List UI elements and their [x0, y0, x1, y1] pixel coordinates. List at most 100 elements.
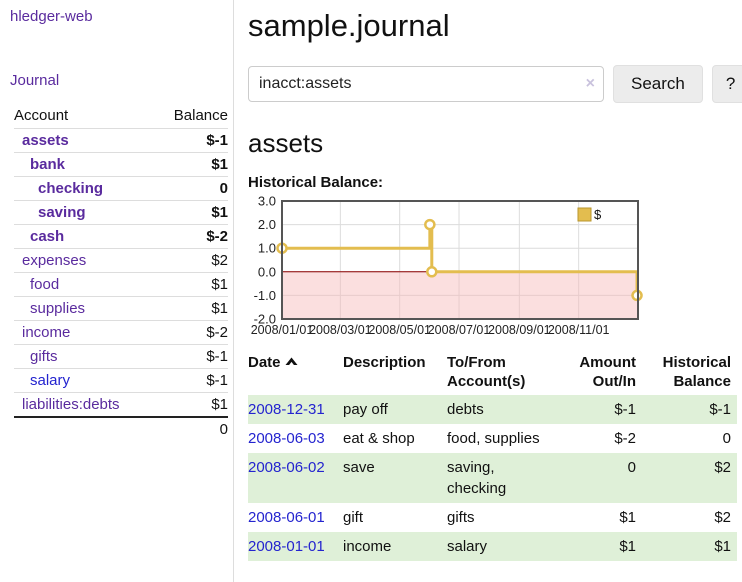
clear-search-icon[interactable]: × — [585, 75, 595, 92]
sidebar-item-journal[interactable]: Journal — [10, 72, 60, 89]
x-axis-label: 2008/09/01 — [488, 323, 551, 337]
search-form: × Search ? — [248, 65, 742, 103]
account-balance: $-1 — [155, 128, 228, 153]
register-header-description: Description — [343, 354, 426, 371]
transaction-date-link[interactable]: 2008-06-03 — [248, 430, 325, 447]
account-balance: 0 — [155, 176, 228, 201]
transaction-accounts: food, supplies — [447, 430, 540, 447]
account-link[interactable]: salary — [30, 372, 71, 389]
account-link[interactable]: supplies — [30, 300, 86, 317]
y-axis-label: 3.0 — [258, 194, 276, 209]
transaction-description: gift — [343, 509, 364, 526]
historical-balance-chart: $3.0 2.0 1.0 0.0 -1.0 -2.02008/01/012008/03/0… — [251, 194, 643, 337]
account-row: supplies $1 — [14, 296, 228, 321]
transaction-accounts: debts — [447, 401, 484, 418]
search-button[interactable]: Search — [613, 65, 703, 103]
account-balance: $1 — [155, 392, 228, 417]
account-row: saving $1 — [14, 200, 228, 225]
transaction-accounts: gifts — [447, 509, 475, 526]
transaction-amount: $-1 — [614, 401, 636, 418]
accounts-total: 0 — [155, 416, 228, 441]
sort-ascending-icon — [285, 357, 298, 365]
account-row: cash $-2 — [14, 224, 228, 249]
data-point-marker — [426, 266, 438, 278]
y-axis-label: 0.0 — [258, 264, 276, 279]
transaction-amount: $1 — [619, 538, 636, 555]
account-row: gifts $-1 — [14, 344, 228, 369]
transaction-description: eat & shop — [343, 430, 415, 447]
account-row: checking 0 — [14, 176, 228, 201]
transaction-accounts: salary — [447, 538, 488, 555]
account-balance: $-2 — [155, 224, 228, 249]
app-brand-link[interactable]: hledger-web — [10, 8, 93, 25]
x-axis-label: 2008/05/01 — [368, 323, 431, 337]
transaction-balance: $2 — [714, 459, 731, 476]
legend-swatch — [577, 207, 592, 222]
x-axis-label: 2008/11/01 — [548, 323, 610, 337]
sidebar: hledger-web Journal Account Balance asse… — [0, 0, 234, 582]
x-axis-label: 2008/01/01 — [251, 323, 314, 337]
account-balance: $2 — [155, 248, 228, 273]
y-axis-label: 2.0 — [258, 217, 276, 232]
legend-label: $ — [594, 207, 602, 222]
help-button[interactable]: ? — [711, 65, 742, 103]
account-link[interactable]: liabilities:debts — [22, 396, 120, 413]
register-header-amount: Amount Out/In — [579, 354, 636, 390]
register-header-tofrom: To/From Account(s) — [447, 354, 526, 390]
account-link[interactable]: gifts — [30, 348, 58, 365]
plot-border — [281, 200, 639, 320]
transaction-row: 2008-01-01 income salary $1 $1 — [248, 532, 737, 561]
account-row: bank $1 — [14, 152, 228, 177]
transaction-date-link[interactable]: 2008-01-01 — [248, 538, 325, 555]
transaction-date-link[interactable]: 2008-12-31 — [248, 401, 325, 418]
transaction-description: income — [343, 538, 392, 555]
account-link[interactable]: cash — [30, 228, 65, 245]
register-header-historical: Historical Balance — [662, 354, 731, 390]
y-axis-label: 1.0 — [258, 241, 276, 256]
account-row: expenses $2 — [14, 248, 228, 273]
transaction-row: 2008-06-02 save saving, checking 0 $2 — [248, 453, 737, 503]
account-link[interactable]: food — [30, 276, 60, 293]
transaction-row: 2008-12-31 pay off debts $-1 $-1 — [248, 395, 737, 424]
register-table: Date Description To/From Account(s) Amount … — [248, 351, 737, 561]
accounts-header-balance: Balance — [173, 107, 228, 124]
transaction-date-link[interactable]: 2008-06-02 — [248, 459, 325, 476]
transaction-accounts: saving, checking — [447, 459, 507, 497]
account-balance: $1 — [155, 272, 228, 297]
transaction-amount: 0 — [627, 459, 636, 476]
account-link[interactable]: saving — [38, 204, 86, 221]
account-balance: $-1 — [155, 344, 228, 369]
account-link[interactable]: income — [22, 324, 71, 341]
account-balance: $1 — [155, 152, 228, 177]
accounts-table: Account Balance assets $-1 bank $1 checking 0… — [14, 104, 228, 441]
account-link[interactable]: bank — [30, 156, 66, 173]
data-point-marker — [424, 218, 436, 231]
chart-title: Historical Balance: — [248, 174, 384, 191]
account-row: liabilities:debts $1 — [14, 392, 228, 417]
transaction-balance: $2 — [714, 509, 731, 526]
transaction-description: save — [343, 459, 375, 476]
account-row: salary $-1 — [14, 368, 228, 393]
search-input[interactable] — [248, 66, 604, 102]
transaction-balance: $1 — [714, 538, 731, 555]
transaction-description: pay off — [343, 401, 388, 418]
transaction-balance: 0 — [722, 430, 731, 447]
x-axis-label: 2008/03/01 — [309, 323, 372, 337]
account-link[interactable]: assets — [22, 132, 69, 149]
negative-region — [282, 271, 638, 319]
x-axis-label: 2008/07/01 — [428, 323, 491, 337]
accounts-header-account: Account — [14, 107, 69, 124]
transaction-row: 2008-06-03 eat & shop food, supplies $-2 0 — [248, 424, 737, 453]
register-header-date[interactable]: Date — [248, 351, 343, 395]
account-link[interactable]: expenses — [22, 252, 87, 269]
transaction-row: 2008-06-01 gift gifts $1 $2 — [248, 503, 737, 532]
account-row: food $1 — [14, 272, 228, 297]
account-balance: $-1 — [155, 368, 228, 393]
account-balance: $-2 — [155, 320, 228, 345]
y-axis-label: -2.0 — [254, 312, 276, 327]
account-link[interactable]: checking — [38, 180, 104, 197]
y-axis-label: -1.0 — [254, 288, 276, 303]
page-title: sample.journal — [248, 8, 450, 43]
transaction-date-link[interactable]: 2008-06-01 — [248, 509, 325, 526]
account-row: income $-2 — [14, 320, 228, 345]
